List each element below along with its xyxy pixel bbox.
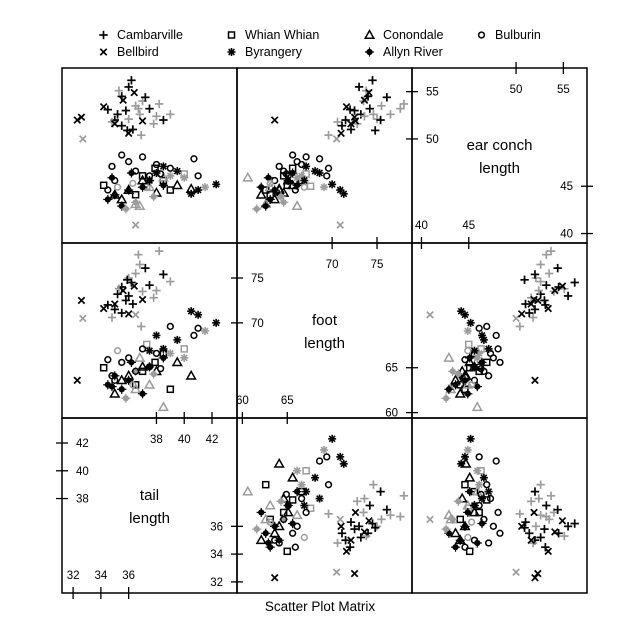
svg-text:34: 34 bbox=[94, 570, 107, 582]
svg-text:50: 50 bbox=[426, 134, 439, 146]
legend-column-4: Bulburin bbox=[474, 26, 541, 43]
legend-item-whian-whian: Whian Whian bbox=[224, 26, 319, 43]
square-icon bbox=[227, 31, 236, 39]
svg-text:34: 34 bbox=[210, 549, 223, 561]
svg-text:70: 70 bbox=[251, 318, 264, 330]
svg-text:60: 60 bbox=[236, 395, 249, 407]
svg-text:32: 32 bbox=[67, 570, 80, 582]
diag-label-line: length bbox=[304, 335, 345, 352]
diag-label-ear-conch-length: ear conch length bbox=[412, 134, 587, 180]
svg-text:55: 55 bbox=[426, 87, 439, 99]
legend-label: Cambarville bbox=[117, 27, 183, 42]
star-icon bbox=[227, 48, 236, 56]
legend-item-conondale: Conondale bbox=[362, 26, 443, 43]
diag-label-line: ear conch bbox=[466, 137, 533, 154]
legend: Cambarville Bellbird Whian Whian Byrange… bbox=[0, 26, 640, 66]
svg-text:40: 40 bbox=[178, 434, 191, 446]
times-icon bbox=[99, 48, 108, 56]
legend-item-bellbird: Bellbird bbox=[96, 43, 183, 60]
svg-text:45: 45 bbox=[560, 181, 573, 193]
svg-text:40: 40 bbox=[76, 466, 89, 478]
legend-label: Byrangery bbox=[245, 44, 302, 59]
svg-text:65: 65 bbox=[281, 395, 294, 407]
diag-label-line: length bbox=[129, 510, 170, 527]
svg-text:65: 65 bbox=[385, 363, 398, 375]
svg-text:36: 36 bbox=[122, 570, 135, 582]
triangle-icon bbox=[363, 29, 376, 39]
svg-text:45: 45 bbox=[462, 220, 475, 232]
svg-text:38: 38 bbox=[150, 434, 163, 446]
svg-text:75: 75 bbox=[371, 259, 384, 271]
legend-label: Bellbird bbox=[117, 44, 159, 59]
svg-text:32: 32 bbox=[210, 577, 223, 589]
svg-text:38: 38 bbox=[76, 494, 89, 506]
diag-label-tail-length: tail length bbox=[62, 484, 237, 530]
legend-label: Whian Whian bbox=[245, 27, 320, 42]
legend-item-cambarville: Cambarville bbox=[96, 26, 183, 43]
legend-column-3: Conondale Allyn River bbox=[362, 26, 443, 60]
svg-text:42: 42 bbox=[76, 438, 89, 450]
diag-label-line: foot bbox=[311, 312, 338, 329]
legend-column-2: Whian Whian Byrangery bbox=[224, 26, 319, 60]
plus-icon bbox=[99, 30, 108, 40]
svg-text:60: 60 bbox=[385, 408, 398, 420]
diag-label-line: length bbox=[479, 160, 520, 177]
svg-text:36: 36 bbox=[210, 521, 223, 533]
svg-text:50: 50 bbox=[510, 84, 523, 96]
svg-text:40: 40 bbox=[415, 220, 428, 232]
svg-text:70: 70 bbox=[326, 259, 339, 271]
legend-item-bulburin: Bulburin bbox=[474, 26, 541, 43]
plot-title: Scatter Plot Matrix bbox=[264, 599, 376, 614]
legend-label: Allyn River bbox=[383, 44, 443, 59]
legend-label: Conondale bbox=[383, 27, 444, 42]
diag-label-line: tail bbox=[139, 487, 160, 504]
legend-item-byrangery: Byrangery bbox=[224, 43, 319, 60]
svg-text:42: 42 bbox=[206, 434, 219, 446]
legend-item-allyn-river: Allyn River bbox=[362, 43, 443, 60]
circle-icon bbox=[477, 31, 486, 39]
svg-text:75: 75 bbox=[251, 273, 264, 285]
svg-text:40: 40 bbox=[560, 229, 573, 241]
filled-circle-icon bbox=[364, 47, 375, 57]
diag-label-foot-length: foot length bbox=[237, 309, 412, 355]
legend-column-1: Cambarville Bellbird bbox=[96, 26, 183, 60]
svg-text:55: 55 bbox=[557, 84, 570, 96]
legend-label: Bulburin bbox=[495, 27, 541, 42]
